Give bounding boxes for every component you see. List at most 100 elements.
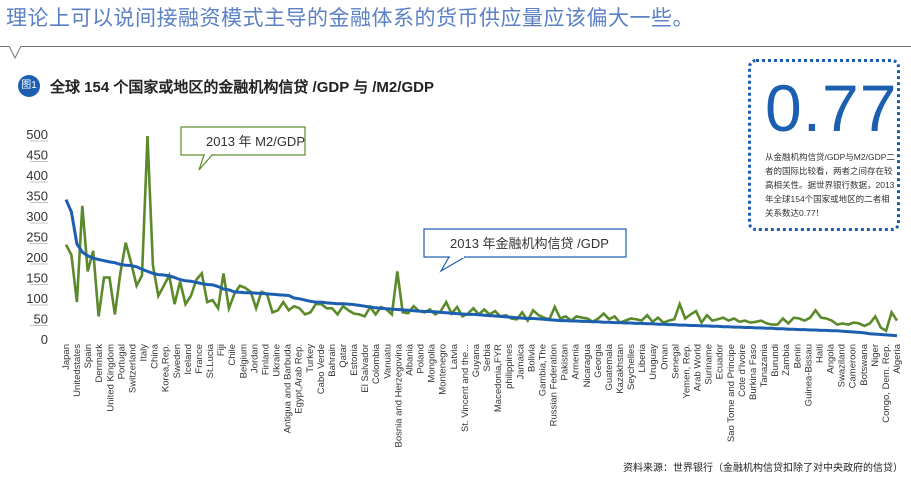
x-tick-label: Bahrain	[327, 344, 338, 377]
x-tick-label: Swaziland	[837, 344, 848, 387]
x-tick-label: Burundi	[770, 344, 781, 377]
y-tick-label: 250	[26, 230, 48, 245]
x-tick-label: Congo, Dem. Rep.	[881, 344, 892, 423]
x-tick-label: Suriname	[704, 344, 715, 385]
x-tick-label: Denmark	[94, 344, 105, 383]
x-tick-label: Switzerland	[127, 344, 138, 393]
x-tick-label: Chile	[227, 344, 238, 366]
callout-credit: 2013 年金融机构信贷 /GDP	[423, 228, 627, 273]
credit-gdp-line	[64, 198, 898, 338]
x-tick-label: Jamaica	[515, 343, 526, 379]
x-tick-label: Haiti	[814, 344, 825, 363]
stat-box: 0.77 从金融机构信贷/GDP与M2/GDP二者的国际比较看，两者之间存在较高…	[748, 59, 900, 231]
x-tick-label: Cote d'Ivoire	[737, 344, 748, 397]
x-tick-label: Seychelles	[626, 344, 637, 390]
x-tick-label: Spain	[83, 344, 94, 368]
x-tick-label: Pakistan	[560, 344, 571, 380]
x-tick-label: United Kingdom	[105, 344, 116, 412]
x-tick-label: Benin	[792, 344, 803, 368]
x-tick-label: Uruguay	[648, 344, 659, 380]
x-tick-label: Korea,Rep.	[161, 344, 172, 392]
x-tick-label: Angola	[826, 343, 837, 373]
x-tick-label: Senegal	[670, 344, 681, 379]
x-tick-label: China	[150, 343, 161, 369]
figure-badge: 图1	[18, 75, 40, 97]
x-tick-label: Niger	[870, 344, 881, 367]
x-tick-label: El Salvador	[360, 344, 371, 393]
stat-description: 从金融机构信贷/GDP与M2/GDP二者的国际比较看，两者之间存在较高相关性。据…	[765, 152, 895, 218]
callout-credit-label: 2013 年金融机构信贷 /GDP	[450, 236, 609, 251]
x-tick-label: Guyana	[471, 343, 482, 377]
m2-gdp-line	[64, 136, 899, 333]
x-tick-label: Mongolia	[427, 343, 438, 382]
stat-value: 0.77	[765, 71, 898, 145]
y-tick-label: 100	[26, 291, 48, 306]
x-tick-label: Macedonia,FYR	[493, 344, 504, 412]
x-tick-label: Poland	[416, 344, 427, 374]
x-tick-label: Russian Federation	[549, 344, 560, 426]
x-tick-label: Cabo Verde	[316, 344, 327, 394]
y-tick-label: 400	[26, 168, 48, 183]
x-tick-label: Yemen, Rep.	[681, 344, 692, 399]
x-tick-label: Serbia	[482, 343, 493, 371]
y-tick-label: 50	[34, 312, 48, 327]
x-axis: Japan Unitedstates Spain Denmark United King…	[61, 343, 903, 447]
x-tick-label: Portugal	[116, 344, 127, 379]
x-tick-label: Finland	[260, 344, 271, 375]
x-tick-label: Burkina Faso	[748, 344, 759, 400]
series-lines	[64, 136, 899, 338]
x-tick-label: Qatar	[338, 344, 349, 368]
x-tick-label: Oman	[659, 344, 670, 370]
y-tick-label: 300	[26, 209, 48, 224]
x-tick-label: Ecuador	[715, 344, 726, 379]
x-tick-label: Ukraine	[272, 344, 283, 377]
x-tick-label: Fiji	[216, 344, 227, 356]
y-tick-label: 200	[26, 250, 48, 265]
x-tick-label: Georgia	[593, 343, 604, 378]
x-tick-label: Albania	[404, 343, 415, 375]
x-tick-label: Colombia	[371, 343, 382, 384]
source-note: 资料来源：世界银行（金融机构信贷扣除了对中央政府的信贷）	[623, 463, 903, 474]
x-tick-label: Algeria	[892, 343, 903, 373]
x-tick-label: Antigua and Barbuda	[283, 343, 294, 433]
x-tick-label: Botswana	[859, 343, 870, 385]
headline: 理论上可以说间接融资模式主导的金融体系的货币供应量应该偏大一些。	[6, 7, 694, 30]
callout-m2: 2013 年 M2/GDP	[180, 126, 306, 171]
x-tick-label: Vanuatu	[382, 344, 393, 379]
x-tick-label: Gambia,The	[537, 344, 548, 396]
x-tick-label: Jordan	[249, 344, 260, 373]
x-tick-label: Bosnia and Herzegovina	[393, 343, 404, 447]
x-tick-label: Guinea-Bissau	[803, 344, 814, 406]
x-tick-label: Cameroon	[848, 344, 859, 388]
x-tick-label: Tanazania	[759, 343, 770, 387]
x-tick-label: Unitedstates	[72, 344, 83, 397]
x-tick-label: Guatemala	[604, 343, 615, 390]
x-tick-label: Montenegro	[438, 344, 449, 395]
divider	[0, 46, 911, 47]
y-tick-label: 0	[41, 332, 48, 347]
x-tick-label: Belgium	[238, 344, 249, 378]
y-tick-label: 150	[26, 271, 48, 286]
x-tick-label: Iceland	[183, 344, 194, 375]
x-tick-label: Nicaragua	[582, 343, 593, 387]
x-tick-label: St.Lucia	[205, 343, 216, 378]
x-tick-label: Turkey	[305, 344, 316, 373]
y-tick-label: 450	[26, 148, 48, 163]
x-tick-label: Italy	[139, 344, 150, 362]
x-tick-label: Liberia	[637, 343, 648, 372]
x-tick-label: Sao Tome and Principe	[726, 344, 737, 442]
x-tick-label: Egypt,Arab Rep.	[294, 344, 305, 414]
callout-m2-label: 2013 年 M2/GDP	[206, 134, 305, 149]
x-tick-label: Armenia	[571, 343, 582, 379]
x-tick-label: philippines	[504, 344, 515, 389]
x-tick-label: Latvia	[449, 343, 460, 369]
x-tick-label: Bolivia	[526, 343, 537, 372]
x-tick-label: Estonia	[349, 343, 360, 375]
y-tick-label: 500	[26, 127, 48, 142]
y-tick-label: 350	[26, 189, 48, 204]
x-tick-label: France	[194, 344, 205, 374]
x-tick-label: Arab World	[693, 344, 704, 391]
chart-title: 全球 154 个国家或地区的金融机构信贷 /GDP 与 /M2/GDP	[50, 79, 434, 96]
divider-notch	[9, 46, 21, 60]
